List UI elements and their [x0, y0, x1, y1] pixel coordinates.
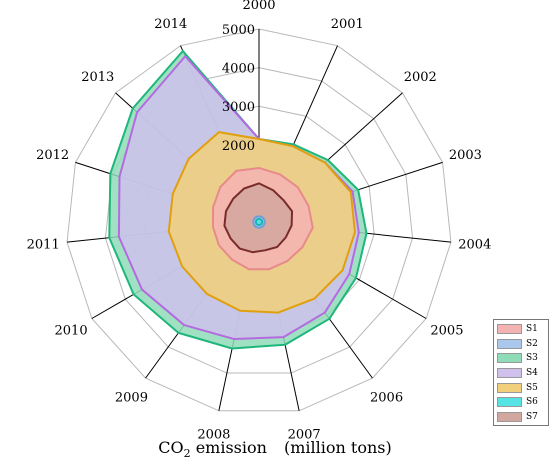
legend-label: S3 — [526, 353, 538, 364]
year-label-2011: 2011 — [27, 238, 60, 253]
legend-swatch — [497, 324, 522, 335]
year-label-2008: 2008 — [197, 427, 230, 442]
radial-tick-4000: 4000 — [222, 62, 255, 77]
caption-unit: (million tons) — [284, 438, 392, 457]
year-label-2012: 2012 — [36, 148, 69, 163]
year-label-2005: 2005 — [430, 324, 463, 339]
legend-swatch — [497, 353, 522, 364]
year-label-2014: 2014 — [154, 17, 187, 32]
radar-series — [108, 49, 368, 350]
radial-tick-2000: 2000 — [222, 139, 255, 154]
year-labels: 2000 2001 2002 2003 2004 2005 2006 2007 2008 2009… — [27, 0, 492, 442]
year-label-2003: 2003 — [449, 148, 482, 163]
legend-label: S6 — [526, 397, 538, 408]
legend-item-S1: S1 — [497, 322, 545, 337]
legend-swatch — [497, 411, 522, 422]
legend-item-S6: S6 — [497, 395, 545, 410]
radial-tick-5000: 5000 — [222, 23, 255, 38]
grid-ring — [66, 28, 452, 412]
year-label-2001: 2001 — [331, 17, 364, 32]
legend-label: S7 — [526, 411, 538, 422]
caption-subscript: 2 — [183, 447, 191, 461]
year-label-2000: 2000 — [242, 0, 275, 13]
year-label-2004: 2004 — [458, 238, 491, 253]
legend-item-S5: S5 — [497, 380, 545, 395]
legend-swatch — [497, 382, 522, 393]
year-label-2009: 2009 — [115, 391, 148, 406]
series-S6 — [254, 217, 264, 227]
legend-item-S2: S2 — [497, 337, 545, 352]
legend-label: S5 — [526, 382, 538, 393]
legend-label: S2 — [526, 338, 538, 349]
chart-caption: CO2 emission (million tons) — [0, 438, 550, 460]
year-label-2013: 2013 — [81, 70, 114, 85]
year-label-2002: 2002 — [404, 70, 437, 85]
year-label-2006: 2006 — [370, 391, 403, 406]
legend-swatch — [497, 368, 522, 379]
caption-suffix: emission — [195, 438, 267, 457]
legend-swatch — [497, 338, 522, 349]
year-label-2010: 2010 — [55, 324, 88, 339]
radial-tick-labels: 2000 3000 4000 5000 — [222, 23, 255, 154]
year-label-2007: 2007 — [288, 427, 321, 442]
legend-swatch — [497, 397, 522, 408]
legend-item-S4: S4 — [497, 366, 545, 381]
caption-prefix: CO — [158, 438, 184, 457]
radial-tick-3000: 3000 — [222, 100, 255, 115]
legend: S1 S2 S3 S4 S5 S6 S7 — [493, 319, 549, 427]
legend-item-S3: S3 — [497, 351, 545, 366]
legend-label: S1 — [526, 324, 538, 335]
legend-label: S4 — [526, 368, 538, 379]
legend-item-S7: S7 — [497, 410, 545, 425]
